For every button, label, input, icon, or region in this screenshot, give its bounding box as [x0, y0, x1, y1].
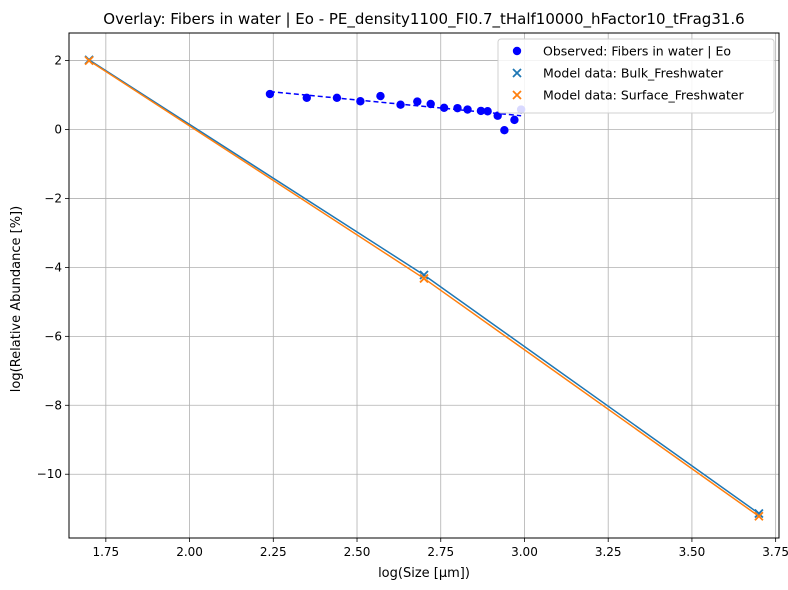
y-tick-label: 2 [54, 54, 62, 68]
model-point [754, 508, 764, 519]
observed-point [493, 111, 502, 120]
model-point [84, 55, 94, 66]
x-marker-stroke [754, 508, 764, 519]
observed-point [356, 97, 365, 106]
x-tick-label: 3.50 [679, 545, 706, 559]
x-tick-label: 3.75 [762, 545, 788, 559]
x-marker-stroke [419, 273, 429, 284]
x-tick-label: 1.75 [92, 545, 119, 559]
observed-point [426, 99, 435, 109]
x-tick-label: 2.50 [344, 545, 371, 559]
legend: Observed: Fibers in water | Eo Model data… [497, 38, 775, 114]
y-axis-label: log(Relative Abundance [%]) [9, 206, 24, 392]
legend-label: Model data: Surface_Freshwater [543, 88, 744, 103]
observed-point [265, 89, 275, 99]
y-axis: −10 −8 −6 −4 −2 0 2 [37, 54, 69, 481]
model-point [419, 273, 429, 284]
x-tick-label: 3.25 [595, 545, 622, 559]
legend-label: Model data: Bulk_Freshwater [543, 66, 724, 81]
model-point [754, 511, 764, 521]
y-tick-label: −6 [44, 329, 62, 343]
grid [69, 33, 779, 538]
observed-point [439, 103, 449, 113]
x-marker-stroke [512, 90, 522, 100]
observed-point [302, 93, 311, 103]
x-tick-label: 2.75 [427, 545, 454, 559]
model-point [419, 270, 429, 280]
observed-point [483, 107, 492, 116]
observed-point [510, 115, 519, 125]
x-marker-stroke [84, 55, 94, 66]
observed-point [413, 97, 422, 106]
x-marker-stroke [754, 511, 764, 521]
observed-point [453, 103, 462, 113]
plot-area [84, 55, 764, 521]
legend-box [497, 38, 775, 114]
observed-point [332, 93, 342, 103]
observed-point [396, 100, 405, 109]
x-marker-stroke [419, 270, 429, 280]
legend-marker [512, 90, 522, 100]
x-axis-label: log(Size [µm]) [378, 566, 470, 581]
x-marker-stroke [512, 68, 522, 78]
x-tick-label: 2.00 [176, 545, 203, 559]
chart-title: Overlay: Fibers in water | Eo - PE_densi… [103, 10, 744, 29]
legend-marker [512, 46, 522, 56]
y-tick-label: −4 [44, 260, 62, 274]
plot-frame [68, 32, 780, 539]
x-tick-label: 3.00 [511, 545, 538, 559]
observed-point [500, 126, 509, 135]
y-tick-label: −10 [37, 467, 62, 481]
y-tick-label: 0 [54, 123, 62, 137]
observed-point [376, 91, 385, 101]
x-axis: 1.75 2.00 2.25 2.50 2.75 3.00 3.25 3.50 3.75 [92, 538, 788, 559]
legend-label: Observed: Fibers in water | Eo [543, 44, 731, 59]
legend-marker [512, 68, 522, 78]
observed-point [463, 105, 472, 114]
y-tick-label: −8 [44, 398, 62, 412]
observed-point [476, 106, 486, 116]
x-tick-label: 2.25 [260, 545, 287, 559]
y-tick-label: −2 [44, 191, 62, 205]
